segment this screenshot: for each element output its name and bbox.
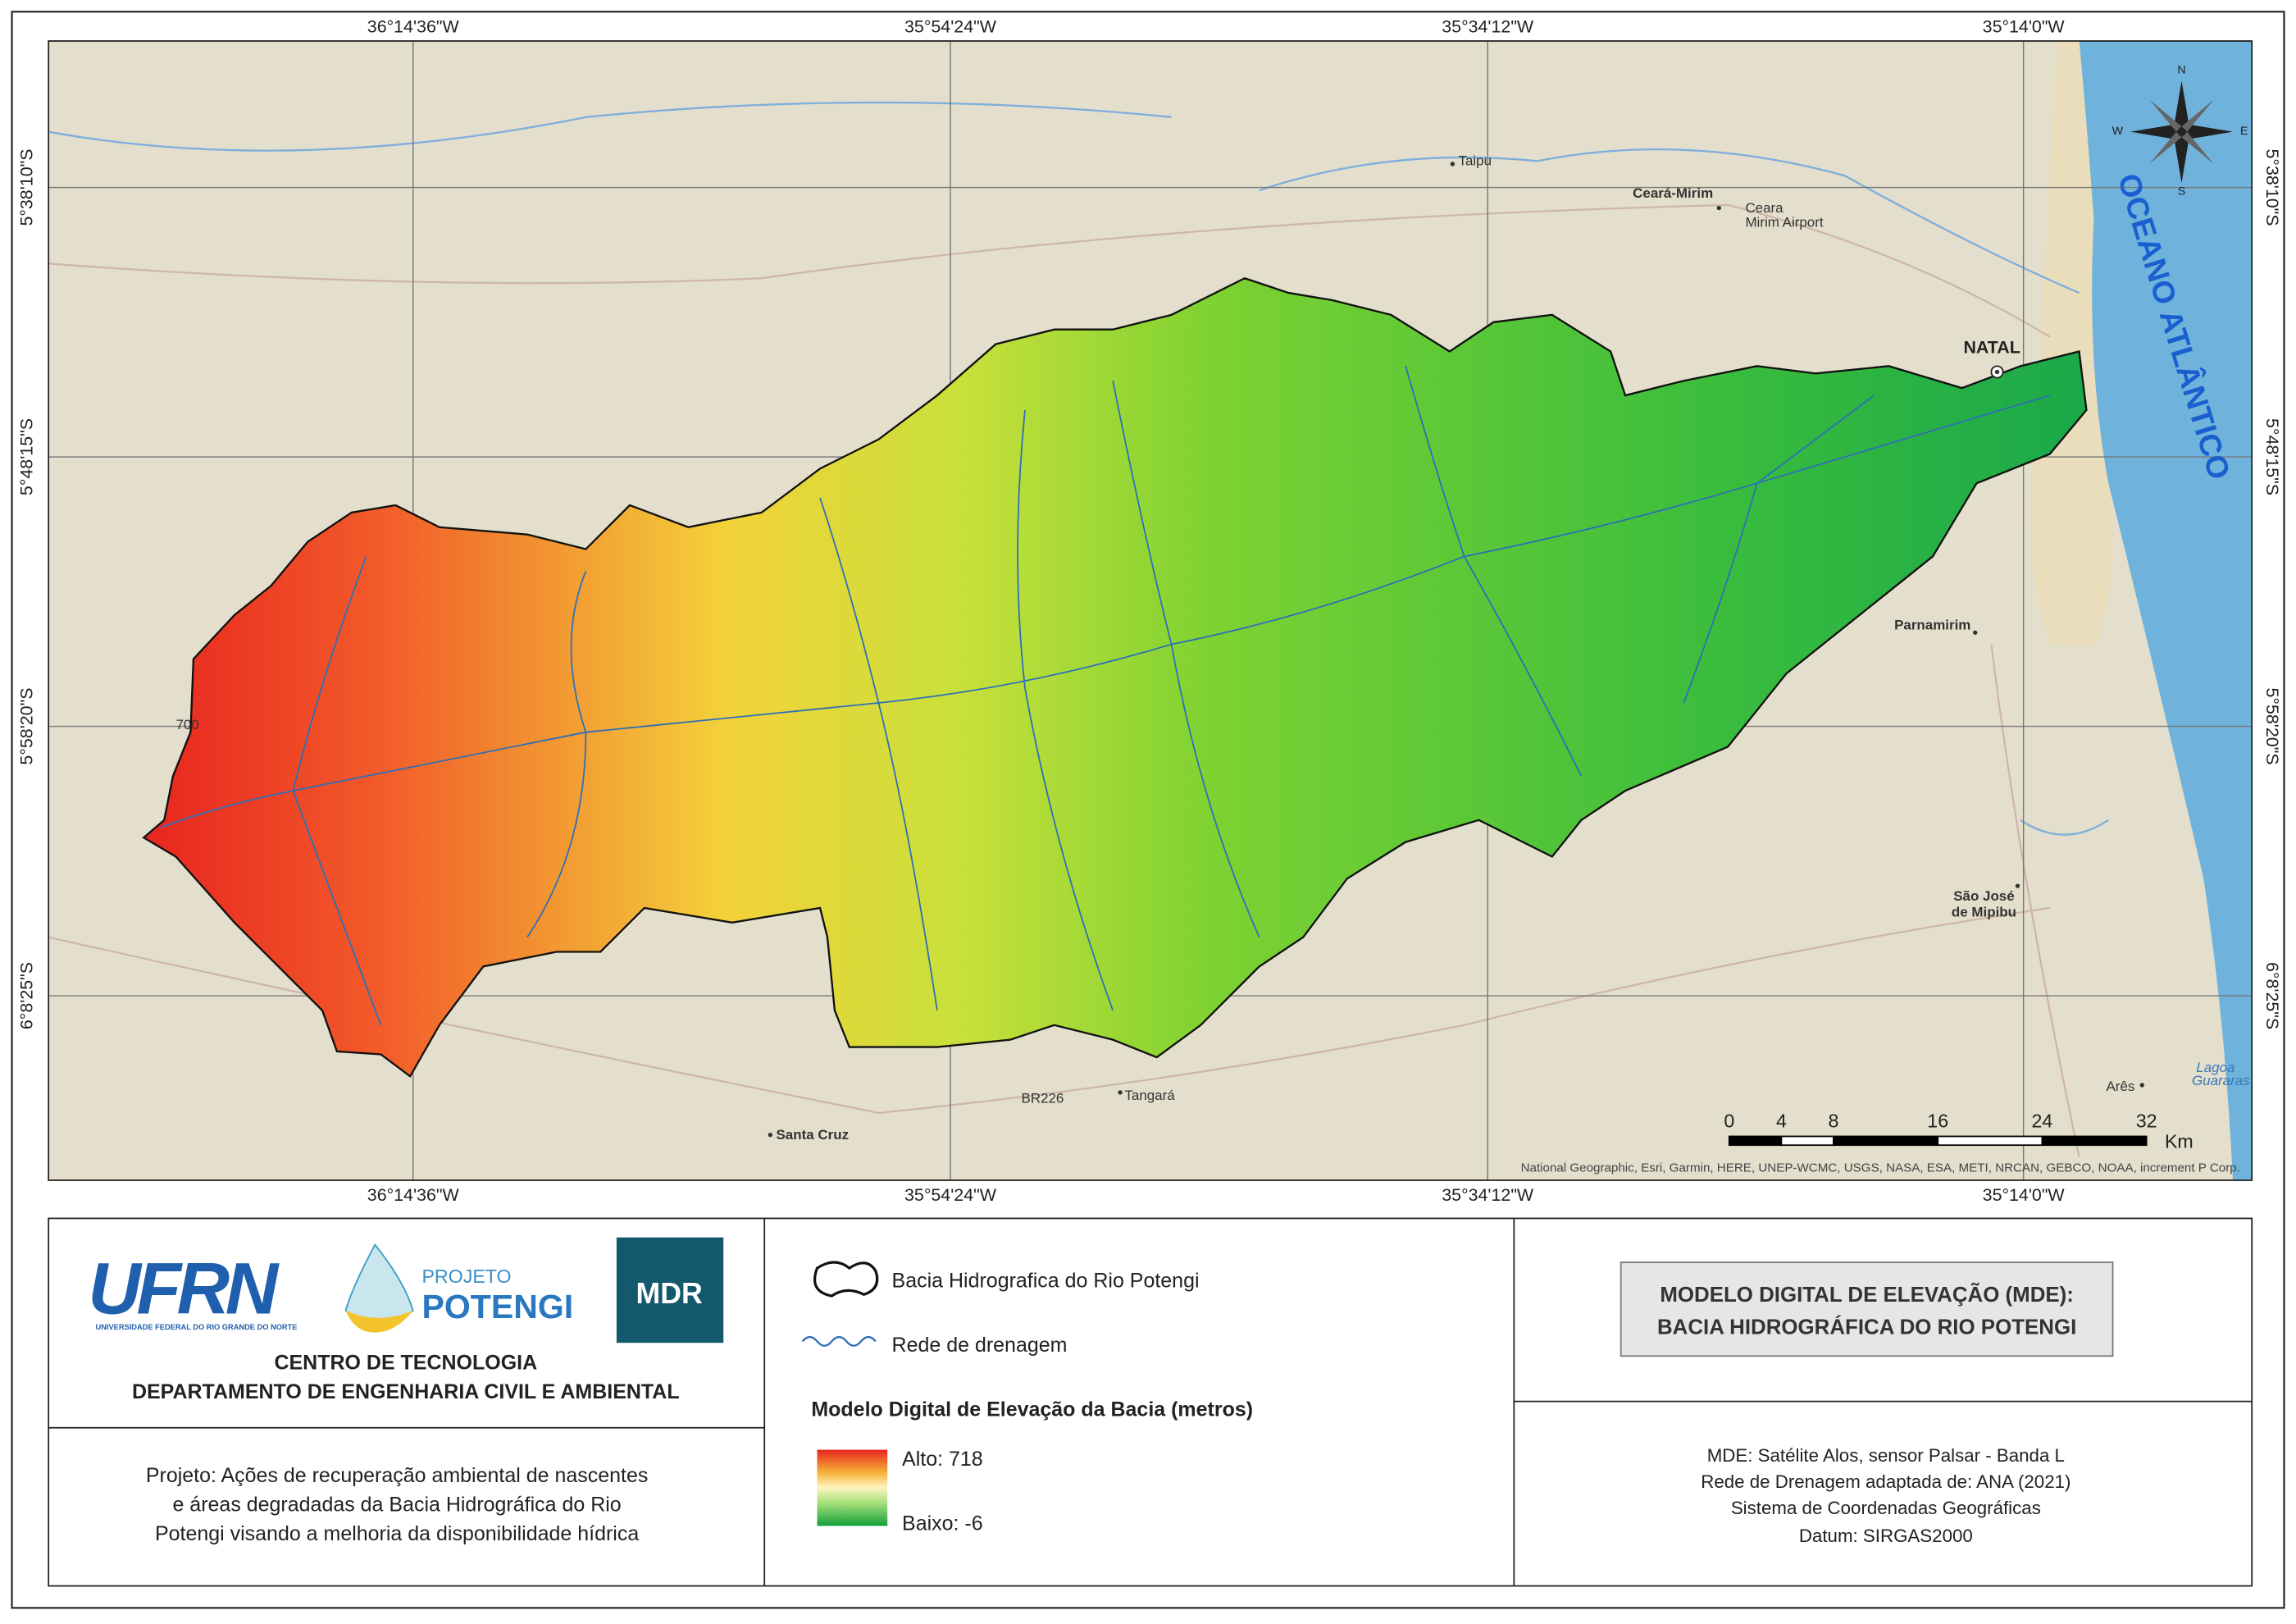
compass-label: N xyxy=(2177,63,2185,76)
legend-label: Alto: 718 xyxy=(902,1448,983,1471)
lon-label: 35°34'12"W xyxy=(1442,16,1534,36)
potengi-logo xyxy=(344,1243,414,1333)
basin xyxy=(142,276,2088,1078)
place-label: Mirim Airport xyxy=(1745,215,1823,230)
institution: DEPARTAMENTO DE ENGENHARIA CIVIL E AMBIE… xyxy=(132,1380,680,1403)
scale-segment xyxy=(2041,1135,2148,1147)
logo-text: PROJETO xyxy=(421,1266,511,1287)
place-label: Tangará xyxy=(1124,1088,1175,1103)
project-text: e áreas degradadas da Bacia Hidrográfica… xyxy=(172,1494,621,1517)
attribution: National Geographic, Esri, Garmin, HERE,… xyxy=(1521,1161,2240,1175)
lon-label: 36°14'36"W xyxy=(367,1185,460,1205)
institution: CENTRO DE TECNOLOGIA xyxy=(274,1351,537,1374)
legend-label: Bacia Hidrografica do Rio Potengi xyxy=(892,1269,1200,1292)
legend-label: Rede de drenagem xyxy=(892,1334,1068,1357)
background-rivers xyxy=(48,101,2109,836)
lat-label: 5°38'10"S xyxy=(2262,148,2282,226)
lat-label: 5°58'20"S xyxy=(17,688,37,765)
info-line: Sistema de Coordenadas Geográficas xyxy=(1731,1498,2041,1518)
basin-symbol xyxy=(813,1261,879,1298)
scale-label: 24 xyxy=(2032,1111,2053,1132)
place-label: Ceará-Mirim xyxy=(1633,185,1713,201)
contour-label: 700 xyxy=(175,717,198,732)
lat-label: 6°8'25"S xyxy=(17,962,37,1029)
lon-label: 35°14'0"W xyxy=(1983,1185,2066,1205)
scale-segment xyxy=(1833,1135,1939,1147)
lon-label: 35°14'0"W xyxy=(1983,16,2066,36)
place-label: Guararas xyxy=(2192,1073,2250,1088)
logo-text: POTENGI xyxy=(421,1288,573,1325)
lon-label: 35°34'12"W xyxy=(1442,1185,1534,1205)
map-frame xyxy=(48,40,2253,1181)
drainage-network xyxy=(161,366,2051,1026)
scale-label: 0 xyxy=(1724,1111,1734,1132)
scale-unit: Km xyxy=(2165,1131,2194,1152)
lon-label: 35°54'24"W xyxy=(904,16,997,36)
place-label: Taipu xyxy=(1459,153,1492,169)
place-label: São José xyxy=(1953,888,2014,904)
lat-label: 6°8'25"S xyxy=(2262,962,2282,1029)
place-label: de Mipibu xyxy=(1952,905,2016,920)
place-label: Arês xyxy=(2106,1079,2134,1094)
place-label: Santa Cruz xyxy=(777,1127,850,1143)
map-body: Taipu Ceará-Mirim Ceara Mirim Airport NA… xyxy=(48,40,2253,1181)
logo-text: MDR xyxy=(636,1277,704,1310)
info-line: Datum: SIRGAS2000 xyxy=(1799,1526,1973,1546)
legend-title: Modelo Digital de Elevação da Bacia (met… xyxy=(811,1398,1253,1421)
place-markers xyxy=(768,162,2144,1138)
lat-label: 5°48'15"S xyxy=(2262,418,2282,495)
legend-label: Baixo: -6 xyxy=(902,1512,983,1535)
scale-label: 4 xyxy=(1776,1111,1787,1132)
coordinate-labels: 36°14'36"W 36°14'36"W 35°54'24"W 35°54'24"W… xyxy=(17,16,2283,1205)
project-text: Potengi visando a melhoria da disponibil… xyxy=(155,1522,639,1545)
ocean xyxy=(2079,40,2253,1181)
place-label: NATAL xyxy=(1963,337,2020,357)
lon-label: 35°54'24"W xyxy=(904,1185,997,1205)
place-label: Lagoa xyxy=(2196,1060,2234,1075)
lon-label: 36°14'36"W xyxy=(367,16,460,36)
compass-label: E xyxy=(2240,125,2248,138)
info-line: MDE: Satélite Alos, sensor Palsar - Band… xyxy=(1707,1445,2065,1466)
scale-segment xyxy=(1780,1135,1834,1147)
place-label: Parnamirim xyxy=(1894,618,1970,633)
north-arrow: N E S W xyxy=(2112,63,2248,198)
compass-label: W xyxy=(2112,125,2124,138)
map-title: BACIA HIDROGRÁFICA DO RIO POTENGI xyxy=(1657,1315,2076,1339)
scale-segment xyxy=(1728,1135,1783,1147)
dem-ramp xyxy=(817,1449,888,1526)
scale-segment xyxy=(1937,1135,2043,1147)
road-label: BR226 xyxy=(1022,1090,1064,1106)
lat-label: 5°38'10"S xyxy=(17,148,37,226)
scale-label: 32 xyxy=(2136,1111,2157,1132)
info-line: Rede de Drenagem adaptada de: ANA (2021) xyxy=(1701,1471,2070,1492)
scale-bar: 0 4 8 16 24 32 Km xyxy=(1724,1111,2193,1152)
place-label: Ceara xyxy=(1745,200,1784,216)
scale-label: 16 xyxy=(1927,1111,1948,1132)
mdr-logo xyxy=(616,1237,724,1343)
lat-label: 5°48'15"S xyxy=(17,418,37,495)
title-box xyxy=(1620,1261,2114,1357)
ufrn-logo: UFRN xyxy=(88,1247,279,1329)
ufrn-subtitle: UNIVERSIDADE FEDERAL DO RIO GRANDE DO NO… xyxy=(96,1323,298,1331)
drainage-symbol xyxy=(801,1335,877,1347)
map-title: MODELO DIGITAL DE ELEVAÇÃO (MDE): xyxy=(1660,1282,2074,1307)
urban-area xyxy=(2030,40,2114,645)
compass-label: S xyxy=(2178,185,2186,198)
scale-label: 8 xyxy=(1829,1111,1839,1132)
lat-label: 5°58'20"S xyxy=(2262,688,2282,765)
project-text: Projeto: Ações de recuperação ambiental … xyxy=(146,1464,649,1487)
